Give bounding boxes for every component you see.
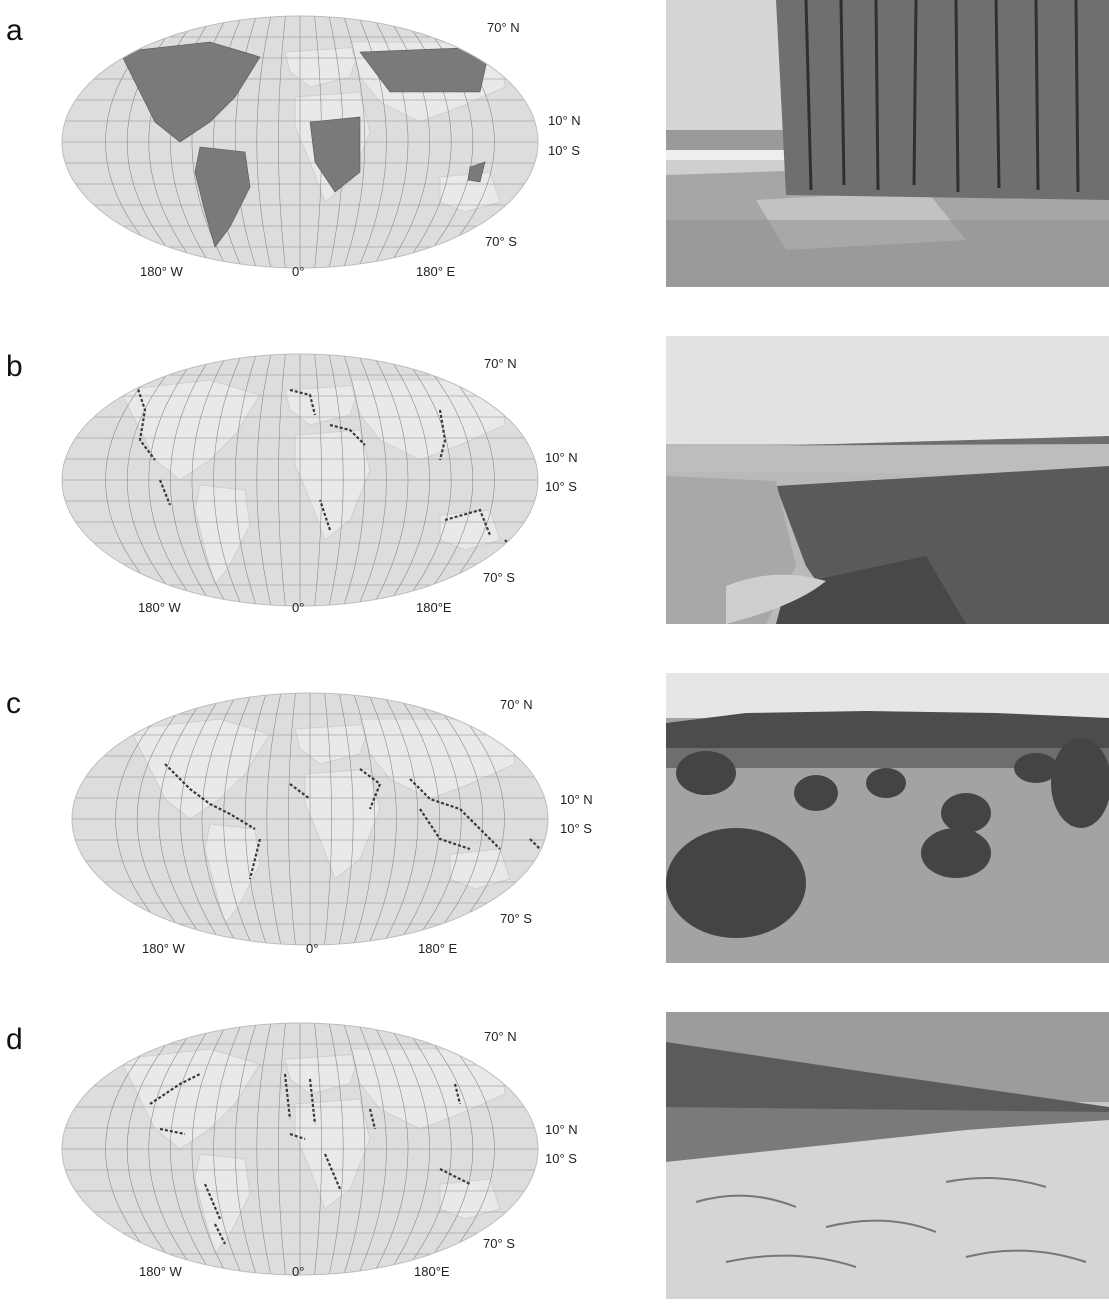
continent-north-america: [129, 718, 271, 820]
coastline-highlight: [439, 1168, 471, 1185]
continent-africa: [294, 429, 371, 541]
region-highlight: [194, 146, 251, 248]
continent-europe: [284, 384, 361, 426]
coastline-highlight: [133, 379, 156, 461]
photo-coastal-dune: [666, 1012, 1109, 1299]
world-map: [61, 1022, 539, 1276]
lat-label-70s: 70° S: [483, 1236, 515, 1251]
continent-europe: [284, 1053, 361, 1095]
map-outline: [61, 1022, 539, 1276]
coastline-highlight: [289, 1132, 306, 1141]
panel-letter: c: [6, 687, 21, 720]
coastline-highlight: [159, 1127, 186, 1136]
coastline-highlight: [529, 838, 541, 850]
coastline-highlight: [444, 508, 492, 536]
coastline-highlight: [164, 763, 256, 830]
continent-europe: [284, 46, 361, 88]
coastline-highlight: [419, 808, 471, 851]
region-highlight: [359, 46, 491, 93]
coastline-highlight: [248, 838, 262, 880]
map-outline: [61, 353, 539, 607]
world-map: [61, 353, 539, 607]
lon-label-east: 180°E: [416, 600, 452, 615]
region-highlight: [467, 161, 486, 183]
coastline-highlight: [318, 499, 332, 531]
lon-label-east: 180° E: [416, 264, 456, 279]
coastline-highlight: [158, 479, 172, 506]
photo-floodplain: [666, 0, 1109, 287]
continent-australia: [449, 848, 511, 890]
coastline-highlight: [289, 783, 311, 800]
coastline-highlight: [308, 1078, 317, 1125]
continent-africa: [304, 768, 381, 880]
lat-label-10s: 10° S: [545, 1151, 577, 1166]
lon-label-west: 180° W: [138, 600, 181, 615]
coastline-highlight: [323, 1153, 342, 1190]
continent-north-america: [119, 1048, 261, 1150]
lat-label-70n: 70° N: [484, 356, 517, 371]
lon-label-west: 180° W: [139, 1264, 182, 1279]
continent-australia: [439, 1178, 501, 1220]
lat-label-10s: 10° S: [545, 479, 577, 494]
lon-label-zero: 0°: [292, 600, 305, 615]
coastline-highlight: [368, 1108, 377, 1130]
map-outline: [71, 692, 549, 946]
panel-letter: a: [6, 14, 23, 47]
lat-label-70s: 70° S: [485, 234, 517, 249]
coastline-highlight: [359, 768, 382, 810]
world-map: [71, 692, 549, 946]
lat-label-70s: 70° S: [500, 911, 532, 926]
lon-label-east: 180° E: [418, 941, 458, 956]
continent-north-america: [119, 379, 261, 481]
panel-letter: b: [6, 350, 23, 383]
lon-label-zero: 0°: [292, 264, 305, 279]
lat-label-10n: 10° N: [560, 792, 593, 807]
panel-d: d 70° N 10° N 10° S 70° S 180° W 0° 180°…: [0, 1009, 1109, 1309]
coastline-highlight: [409, 778, 501, 850]
lat-label-10s: 10° S: [560, 821, 592, 836]
coastline-highlight: [438, 409, 447, 461]
region-highlight: [309, 116, 361, 193]
coastline-highlight: [283, 1073, 292, 1120]
lon-label-zero: 0°: [306, 941, 319, 956]
coastline-highlight: [289, 388, 317, 416]
lat-label-70s: 70° S: [483, 570, 515, 585]
lat-label-10n: 10° N: [548, 113, 581, 128]
lon-label-zero: 0°: [292, 1264, 305, 1279]
coastline-highlight: [214, 1223, 226, 1245]
continent-africa: [294, 1098, 371, 1210]
coastline-highlight: [149, 1073, 201, 1105]
panel-letter: d: [6, 1023, 23, 1056]
panel-b: b 70° N 10° N 10° S 70° S 180° W 0° 180°…: [0, 336, 1109, 636]
lat-label-10s: 10° S: [548, 143, 580, 158]
photo-mangrove: [666, 673, 1109, 963]
coastline-highlight: [203, 1183, 222, 1220]
map-outline: [61, 15, 539, 269]
region-highlight: [119, 41, 261, 143]
photo-salt-marsh: [666, 336, 1109, 624]
coastline-highlight: [329, 423, 366, 446]
panel-c: c 70° N 10° N 10° S 70° S 180° W 0° 180°…: [0, 673, 1109, 973]
lat-label-70n: 70° N: [484, 1029, 517, 1044]
coastline-highlight: [504, 539, 516, 551]
lon-label-west: 180° W: [140, 264, 183, 279]
lat-label-10n: 10° N: [545, 450, 578, 465]
lat-label-70n: 70° N: [487, 20, 520, 35]
coastline-highlight: [453, 1083, 462, 1105]
panel-a: a 70° N 10° N 10° S 70° S 180° W 0° 180°…: [0, 0, 1109, 300]
world-map: [61, 15, 539, 269]
continent-europe: [294, 723, 371, 765]
lon-label-east: 180°E: [414, 1264, 450, 1279]
lat-label-70n: 70° N: [500, 697, 533, 712]
lon-label-west: 180° W: [142, 941, 185, 956]
lat-label-10n: 10° N: [545, 1122, 578, 1137]
